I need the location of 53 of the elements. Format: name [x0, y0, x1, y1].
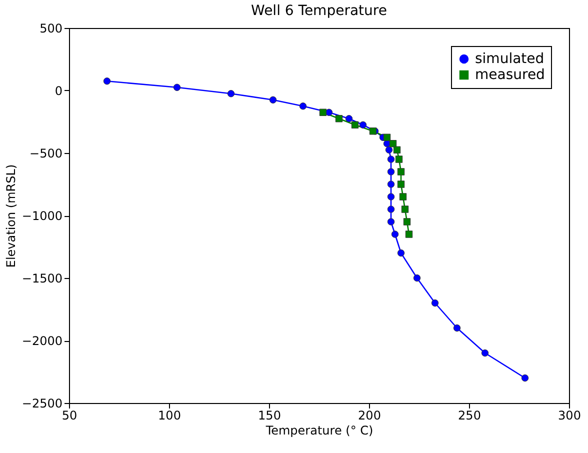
y-axis-title: Elevation (mRSL) [4, 164, 18, 268]
x-tick-label: 200 [358, 408, 381, 422]
point [397, 168, 405, 176]
y-tick-label: −500 [30, 146, 62, 160]
point [387, 206, 395, 213]
point [387, 193, 395, 200]
point [405, 230, 413, 238]
point [335, 115, 343, 122]
point [351, 121, 359, 128]
point [299, 102, 307, 110]
point [389, 140, 397, 148]
x-tick-label: 300 [558, 408, 581, 422]
point [403, 218, 411, 226]
y-tick-label: −1500 [22, 272, 62, 286]
point [269, 96, 277, 104]
point [387, 168, 395, 176]
point [345, 115, 353, 122]
point [173, 84, 181, 91]
point [103, 78, 111, 85]
point [359, 121, 367, 128]
y-tick-label: 0 [54, 84, 62, 98]
x-axis-title: Temperature (° C) [264, 424, 374, 438]
point [431, 299, 439, 307]
point [481, 349, 489, 357]
point [227, 90, 235, 98]
point [383, 134, 391, 141]
x-tick-label: 100 [158, 408, 181, 422]
y-tick-label: −2000 [22, 334, 62, 348]
point [401, 206, 409, 213]
chart-title: Well 6 Temperature [251, 3, 387, 19]
point [453, 324, 461, 332]
y-tick-label: −1000 [22, 209, 62, 223]
point [399, 193, 407, 200]
point [385, 146, 393, 154]
legend-label: measured [475, 67, 545, 83]
point [319, 108, 327, 116]
point [397, 180, 405, 188]
point [387, 218, 395, 226]
point [397, 249, 405, 257]
point [325, 108, 333, 116]
point [395, 156, 403, 163]
point [391, 230, 399, 238]
point [393, 146, 401, 154]
y-tick-label: −2500 [22, 396, 62, 410]
legend-label: simulated [475, 51, 544, 67]
point [521, 374, 529, 382]
x-tick-label: 50 [62, 408, 78, 422]
y-tick-label: 500 [40, 22, 62, 36]
point [413, 274, 421, 282]
point [387, 180, 395, 188]
x-tick-label: 250 [458, 408, 481, 422]
point [387, 156, 395, 163]
x-tick-label: 150 [258, 408, 281, 422]
